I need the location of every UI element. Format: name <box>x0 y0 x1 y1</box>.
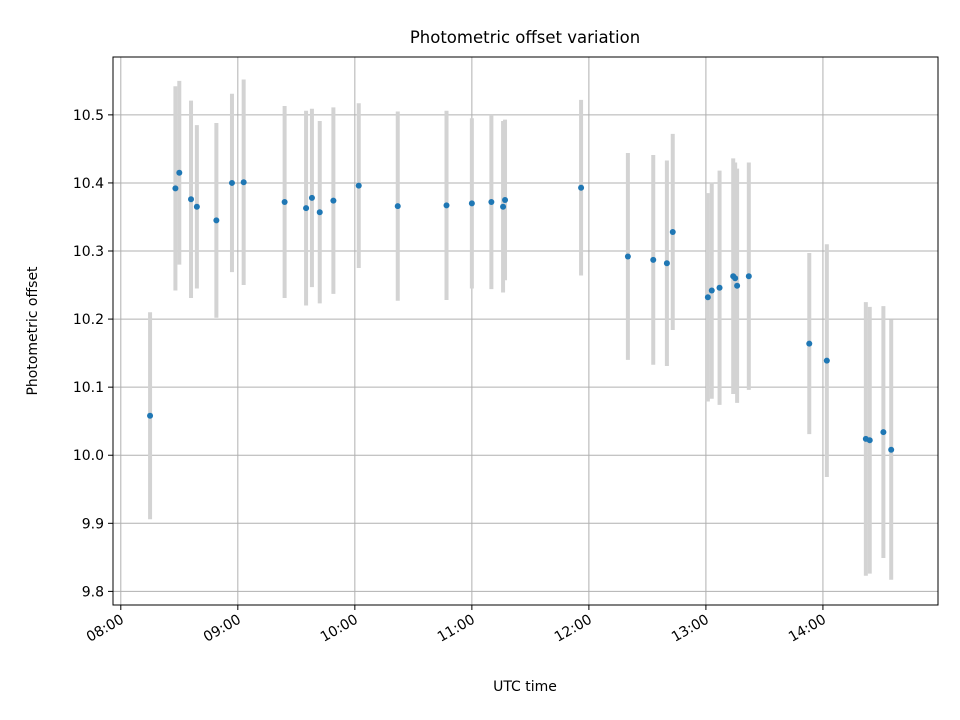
data-point <box>880 429 887 436</box>
x-tick-label: 10:00 <box>318 612 361 646</box>
y-tick-label: 10.2 <box>73 312 104 328</box>
y-axis-label: Photometric offset <box>25 266 41 396</box>
x-axis-label: UTC time <box>493 679 557 695</box>
data-point <box>745 273 752 280</box>
x-tick-label: 14:00 <box>786 612 829 646</box>
data-point <box>488 198 495 205</box>
data-point <box>355 182 362 189</box>
data-point <box>888 446 895 453</box>
data-point <box>708 287 715 294</box>
chart-title: Photometric offset variation <box>410 28 640 47</box>
data-point <box>303 205 310 212</box>
y-tick-label: 10.1 <box>73 380 104 396</box>
data-point <box>734 282 741 289</box>
x-tick-label: 09:00 <box>201 612 244 646</box>
data-point <box>193 203 200 210</box>
x-tick-label: 13:00 <box>669 612 712 646</box>
data-point <box>281 198 288 205</box>
data-point <box>443 202 450 209</box>
y-tick-label: 10.3 <box>73 244 104 260</box>
data-point <box>704 294 711 301</box>
y-tick-label: 10.0 <box>73 448 104 464</box>
data-point <box>732 275 739 282</box>
x-axis-ticks: 08:00 09:00 10:00 11:00 12:00 13:00 14:00 <box>84 605 829 646</box>
data-point <box>500 203 507 210</box>
data-points <box>147 169 895 453</box>
data-point <box>866 437 873 444</box>
y-tick-label: 9.8 <box>82 584 104 600</box>
data-point <box>806 340 813 347</box>
data-point <box>172 185 179 192</box>
data-point <box>394 203 401 210</box>
data-point <box>188 196 195 203</box>
data-point <box>213 217 220 224</box>
x-tick-label: 08:00 <box>84 612 127 646</box>
data-point <box>624 253 631 260</box>
y-tick-label: 10.4 <box>73 176 104 192</box>
y-axis-ticks: 9.8 9.9 10.0 10.1 10.2 10.3 10.4 10.5 <box>73 108 113 600</box>
plot-frame <box>112 56 939 606</box>
data-point <box>316 209 323 216</box>
y-tick-label: 9.9 <box>82 516 104 532</box>
data-point <box>716 284 723 291</box>
x-tick-label: 11:00 <box>435 612 478 646</box>
grid-lines <box>113 57 938 605</box>
data-point <box>823 357 830 364</box>
data-point <box>669 228 676 235</box>
data-point <box>240 179 247 186</box>
data-point <box>578 184 585 191</box>
data-point <box>176 169 183 176</box>
data-point <box>468 200 475 207</box>
x-tick-label: 12:00 <box>552 612 595 646</box>
data-point <box>308 194 315 201</box>
data-point <box>502 196 509 203</box>
data-point <box>663 260 670 267</box>
data-point <box>650 256 657 263</box>
data-point <box>228 179 235 186</box>
error-bars <box>148 79 894 580</box>
data-point <box>147 412 154 419</box>
y-tick-label: 10.5 <box>73 108 104 124</box>
data-point <box>330 197 337 204</box>
